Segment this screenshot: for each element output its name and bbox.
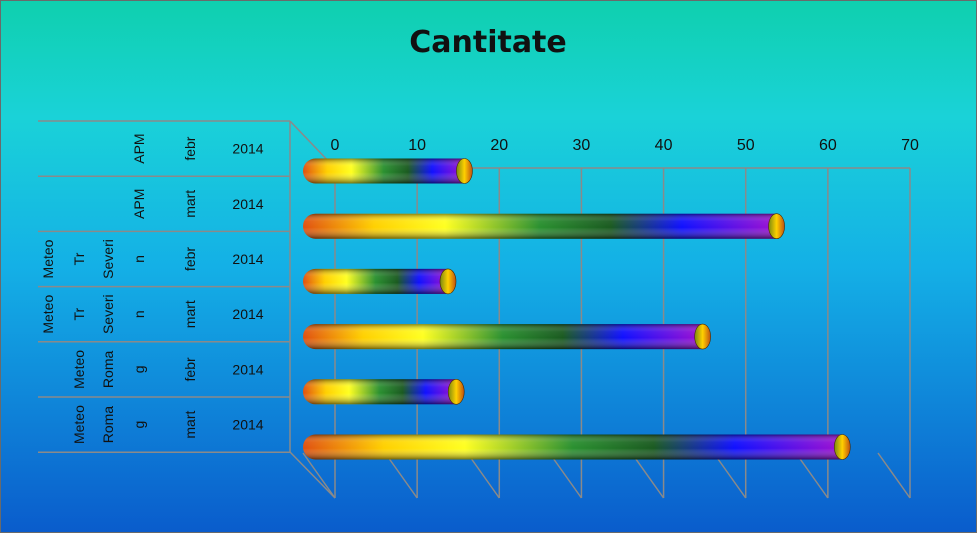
category-label: Severi	[100, 294, 116, 334]
category-label: Roma	[100, 351, 116, 389]
category-label: mart	[182, 410, 198, 438]
category-label: Meteo	[71, 350, 87, 389]
x-tick-label: 30	[573, 137, 591, 154]
gridline-floor	[302, 452, 336, 499]
category-label: g	[131, 366, 147, 374]
category-label: Tr	[71, 252, 87, 265]
bar	[303, 434, 851, 460]
category-label: APM	[131, 133, 147, 163]
gridline-floor	[548, 452, 583, 499]
category-label-year: 2014	[232, 361, 263, 377]
category-label-year: 2014	[232, 306, 263, 322]
bar	[303, 378, 465, 405]
x-axis-ticks: 0 10 20 30 40 50 60 70	[331, 137, 919, 154]
category-label-year: 2014	[232, 417, 263, 433]
bar	[303, 323, 711, 350]
category-label: mart	[182, 300, 198, 328]
category-label-year: 2014	[232, 251, 263, 267]
x-tick-label: 40	[655, 137, 673, 154]
bar	[303, 268, 457, 295]
axis-depth-bottom	[289, 451, 336, 499]
category-label-year: 2014	[232, 196, 263, 212]
category-label: Meteo	[40, 239, 56, 278]
category-label: Severi	[100, 239, 116, 279]
x-tick-label: 10	[408, 137, 426, 154]
bar	[303, 158, 473, 184]
x-tick-label: 70	[901, 137, 919, 154]
category-label: febr	[182, 357, 198, 381]
gridline-floor	[713, 452, 747, 499]
category-table: APM febr 2014 APM mart 2014 Meteo Tr Severi n febr…	[38, 120, 290, 453]
x-tick-label: 20	[490, 137, 508, 154]
category-label: Roma	[100, 406, 116, 444]
category-label: Meteo	[71, 405, 87, 444]
category-label: Meteo	[40, 295, 56, 334]
category-label: mart	[182, 190, 198, 218]
gridline-floor	[795, 452, 829, 499]
category-label: Tr	[71, 308, 87, 321]
bars-layer	[303, 158, 851, 460]
category-label: n	[131, 310, 147, 318]
category-label: febr	[182, 136, 198, 160]
category-label: g	[131, 421, 147, 429]
gridline-floor	[877, 452, 911, 499]
category-label: febr	[182, 247, 198, 271]
gridline-floor	[466, 452, 500, 499]
category-label: APM	[131, 189, 147, 219]
gridline-floor	[630, 452, 665, 499]
bar	[303, 213, 785, 239]
x-tick-label: 60	[819, 137, 837, 154]
chart-title: Cantitate	[409, 25, 567, 60]
x-tick-label: 50	[737, 137, 755, 154]
category-label: n	[131, 255, 147, 263]
gridline-floor	[384, 452, 418, 499]
x-tick-label: 0	[331, 137, 340, 154]
category-label-year: 2014	[232, 141, 263, 157]
